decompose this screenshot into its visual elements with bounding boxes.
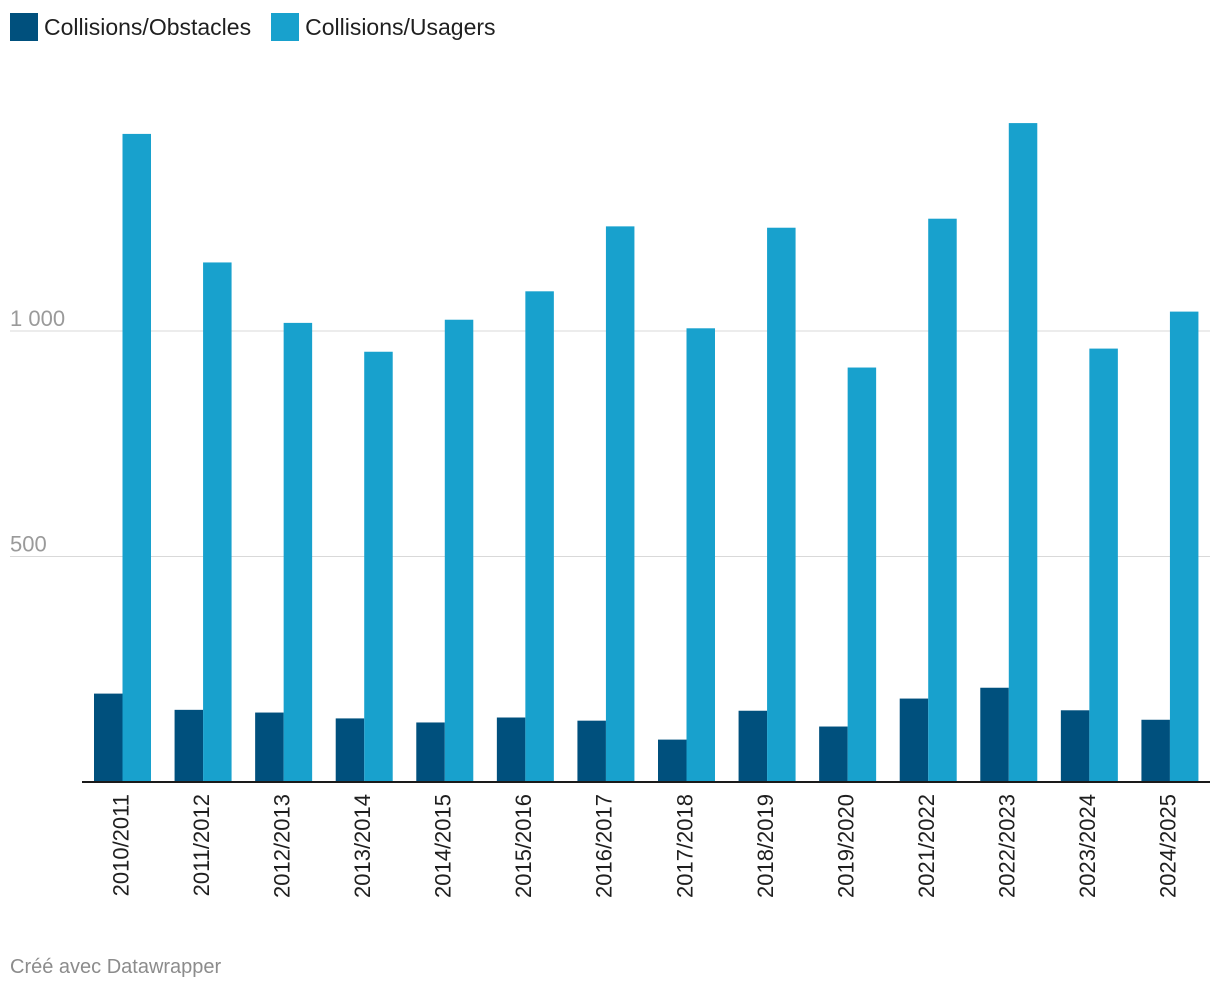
bar-obstacles <box>980 687 1009 782</box>
x-tick-label: 2011/2012 <box>189 794 214 896</box>
x-tick-label: 2019/2020 <box>833 794 858 898</box>
bar-obstacles <box>255 712 284 782</box>
x-tick-label: 2024/2025 <box>1156 794 1181 898</box>
legend-swatch-usagers <box>271 13 300 41</box>
legend-label-obstacles: Collisions/Obstacles <box>44 13 252 40</box>
bar-obstacles <box>819 726 848 782</box>
x-tick-label: 2021/2022 <box>914 794 939 898</box>
bar-usagers <box>283 322 313 782</box>
bar-obstacles <box>94 693 123 782</box>
x-tick-label: 2010/2011 <box>108 794 133 896</box>
bar-usagers <box>1008 123 1038 783</box>
legend: Collisions/Obstacles Collisions/Usagers <box>10 13 496 41</box>
bar-obstacles <box>1141 719 1170 782</box>
legend-label-usagers: Collisions/Usagers <box>305 13 496 40</box>
legend-item-usagers: Collisions/Usagers <box>271 13 496 41</box>
bars <box>94 123 1199 783</box>
x-tick-label: 2023/2024 <box>1075 794 1100 898</box>
axes: 2010/2011 2011/2012 2012/2013 2013/2014 2014… <box>82 781 1210 898</box>
bar-obstacles <box>658 739 687 782</box>
credit-text: Créé avec Datawrapper <box>10 956 222 978</box>
bar-obstacles <box>416 722 445 782</box>
bar-usagers <box>1089 348 1118 782</box>
x-tick-label: 2022/2023 <box>995 794 1020 898</box>
x-tick-label: 2013/2014 <box>350 794 375 898</box>
x-tick-label: 2012/2013 <box>269 794 294 898</box>
bar-usagers <box>525 291 554 782</box>
bar-obstacles <box>496 717 526 782</box>
bar-usagers <box>444 319 474 782</box>
bar-usagers <box>1169 311 1199 782</box>
bar-usagers <box>767 227 796 782</box>
bar-obstacles <box>174 709 204 782</box>
bar-obstacles <box>577 720 606 782</box>
x-tick-label: 2016/2017 <box>592 794 617 898</box>
bar-usagers <box>686 328 715 782</box>
bar-obstacles <box>899 698 929 782</box>
bar-usagers <box>928 218 957 783</box>
legend-swatch-obstacles <box>10 13 38 41</box>
y-tick-label: 500 <box>10 532 47 557</box>
bar-usagers <box>203 262 232 782</box>
bar-obstacles <box>1060 710 1090 782</box>
bar-obstacles <box>335 718 365 782</box>
bar-usagers <box>847 367 877 782</box>
legend-item-obstacles: Collisions/Obstacles <box>10 13 251 41</box>
y-tick-label: 1 000 <box>10 306 65 331</box>
x-tick-label: 2018/2019 <box>753 794 778 898</box>
bar-usagers <box>122 133 151 783</box>
x-tick-label: 2017/2018 <box>672 794 697 898</box>
bar-obstacles <box>738 710 768 782</box>
bar-usagers <box>605 226 635 783</box>
x-tick-label: 2015/2016 <box>511 794 536 898</box>
bar-usagers <box>364 351 393 782</box>
x-tick-label: 2014/2015 <box>431 794 456 898</box>
